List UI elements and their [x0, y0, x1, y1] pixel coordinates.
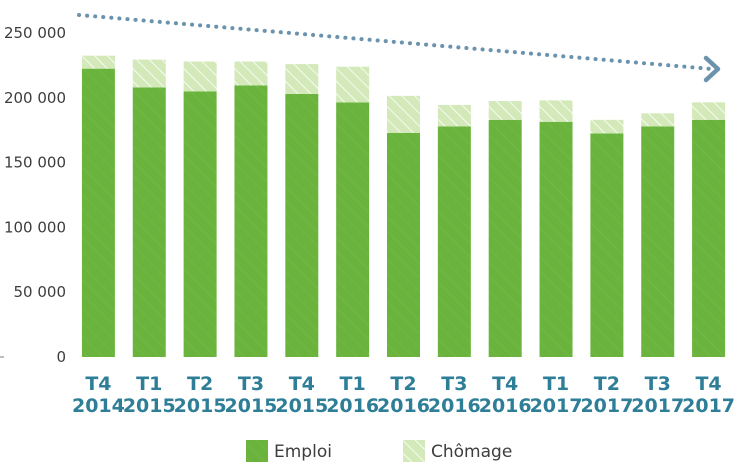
legend: Emploi Chômage	[246, 440, 512, 462]
x-tick-label: T2 2017	[580, 373, 633, 417]
bar-chomage	[285, 64, 319, 94]
y-tick-label: 200 000	[4, 89, 66, 107]
legend-label: Chômage	[431, 442, 512, 462]
x-tick-label: T2 2015	[174, 373, 227, 417]
bar-emploi	[234, 85, 268, 357]
x-tick-label: T4 2015	[275, 373, 328, 417]
legend-swatch	[246, 440, 268, 462]
x-tick-label: T3 2015	[225, 373, 278, 417]
trend-line	[77, 13, 714, 71]
bar-emploi	[488, 119, 522, 357]
bar-chomage	[81, 55, 115, 69]
y-tick-label: 100 000	[4, 218, 66, 236]
y-tick-label: 150 000	[4, 154, 66, 172]
y-tick-label: 250 000	[4, 24, 66, 42]
bar-chomage	[387, 95, 420, 133]
bar-emploi	[437, 126, 471, 357]
legend-label: Emploi	[274, 442, 332, 462]
x-tick-label: T1 2016	[326, 373, 379, 417]
bar-emploi	[641, 126, 675, 357]
x-tick-label: T3 2016	[428, 373, 481, 417]
bar-emploi	[285, 93, 319, 358]
x-tick-label: T3 2017	[631, 373, 684, 417]
x-tick-label: T1 2015	[123, 373, 176, 417]
x-tick-label: T4 2016	[479, 373, 532, 417]
x-tick-label: T4 2017	[682, 373, 735, 417]
bar-chomage	[641, 113, 675, 127]
trend-arrow	[77, 13, 721, 83]
bar-emploi	[387, 132, 420, 357]
y-tick-label: 0	[56, 348, 66, 366]
bar-chomage	[437, 104, 471, 127]
bars	[81, 55, 726, 358]
x-tick-label: T4 2014	[72, 373, 125, 417]
bar-emploi	[81, 68, 115, 357]
bar-emploi	[692, 119, 726, 357]
trend-arrowhead	[703, 55, 721, 83]
x-tick-label: T1 2017	[530, 373, 583, 417]
y-tick-label: 50 000	[14, 283, 67, 301]
bar-chomage	[234, 61, 268, 86]
x-tick-label: T2 2016	[377, 373, 430, 417]
y-axis: 0 50 000 100 000 150 000 200 000 250 000	[0, 24, 66, 366]
bar-chomage	[488, 101, 522, 120]
bar-emploi	[539, 121, 573, 357]
bar-emploi	[132, 87, 166, 357]
bar-chomage	[132, 59, 166, 88]
bar-emploi	[590, 133, 624, 357]
bar-emploi	[183, 91, 217, 357]
bar-chomage	[183, 61, 217, 92]
bar-emploi	[336, 102, 370, 357]
bar-chomage	[590, 119, 624, 134]
bar-chomage	[539, 100, 573, 122]
legend-swatch	[403, 440, 425, 462]
bar-chomage	[692, 102, 726, 120]
bar-chomage	[336, 66, 370, 103]
